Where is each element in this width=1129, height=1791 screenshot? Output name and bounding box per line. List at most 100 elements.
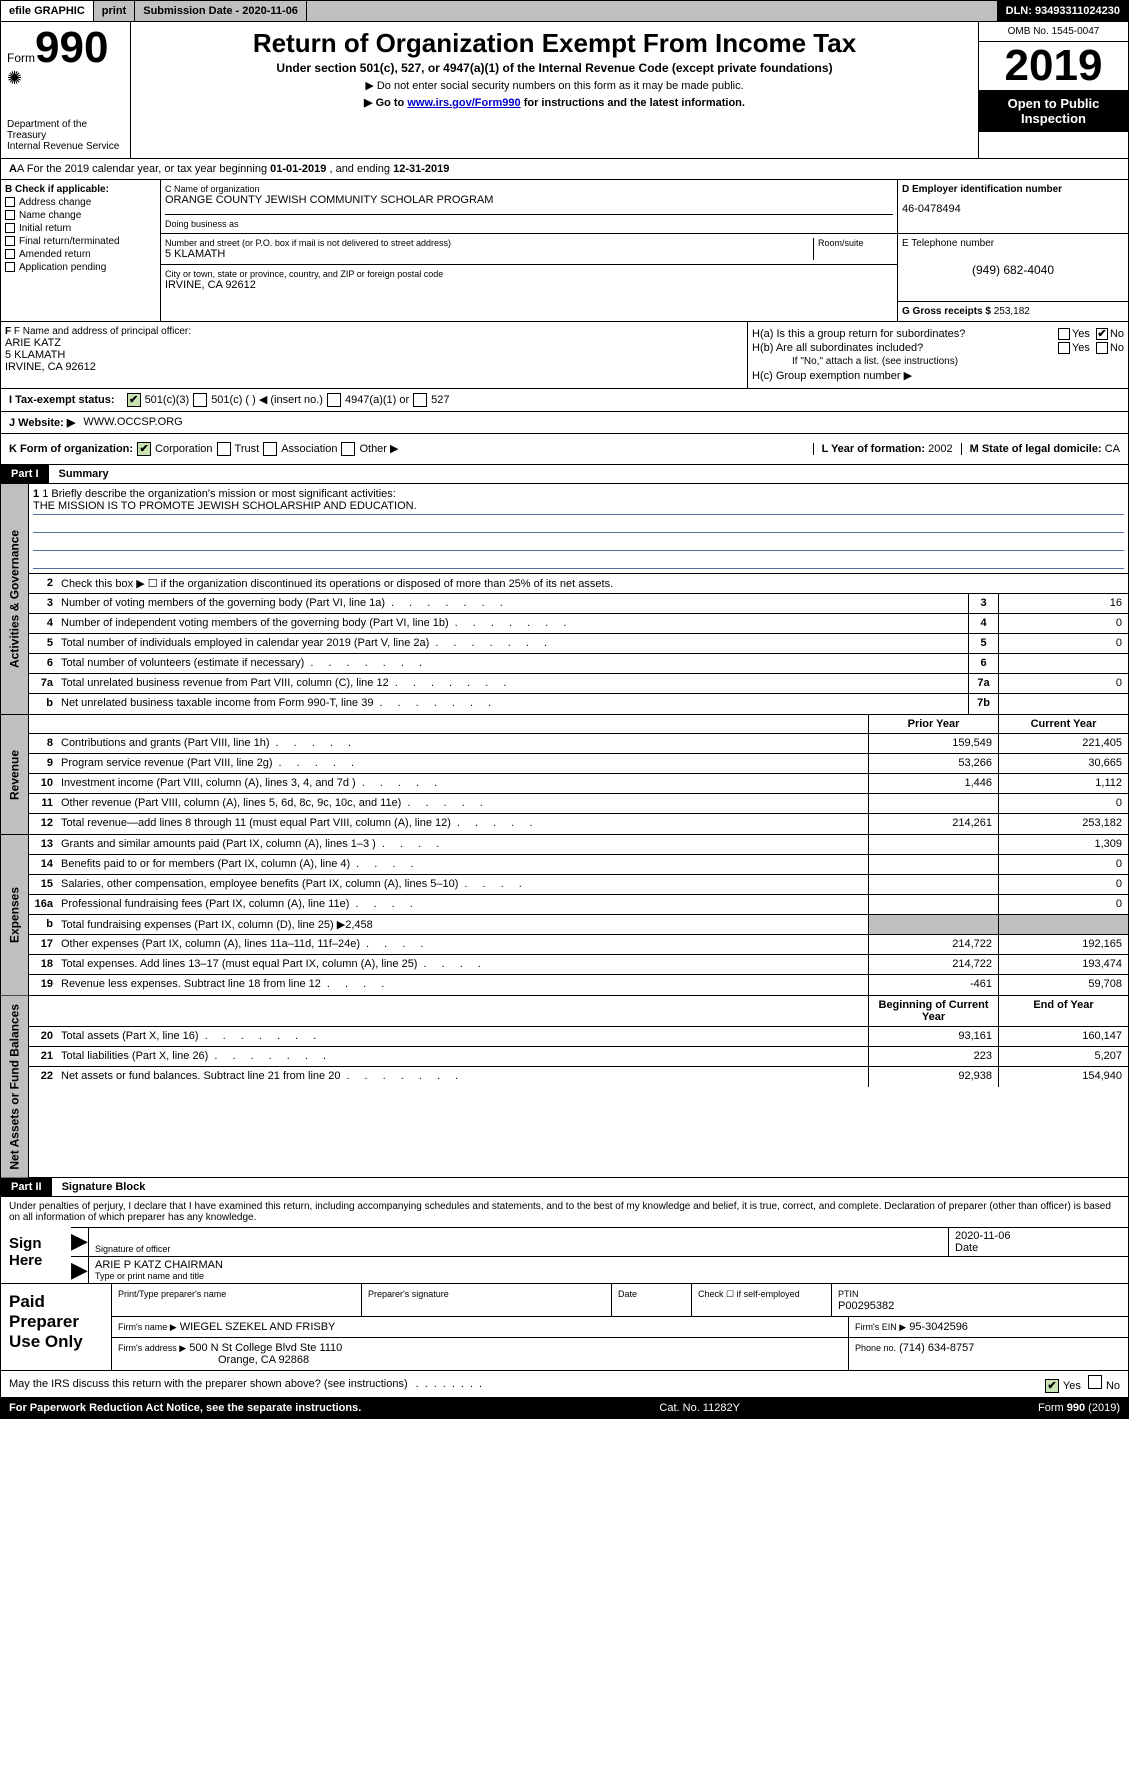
hb-yes[interactable]: Yes: [1058, 342, 1090, 354]
discuss-row: May the IRS discuss this return with the…: [0, 1371, 1129, 1398]
form-header: Form990 ✺ Department of the Treasury Int…: [0, 22, 1129, 159]
column-c-wrap: C Name of organization ORANGE COUNTY JEW…: [161, 180, 1128, 321]
irs-emblem-icon: ✺: [7, 68, 22, 89]
table-row: 14Benefits paid to or for members (Part …: [29, 855, 1128, 875]
row-klm: K Form of organization: ✔Corporation Tru…: [0, 434, 1129, 465]
part1-governance: Activities & Governance 1 1 Briefly desc…: [0, 484, 1129, 715]
mission-text: THE MISSION IS TO PROMOTE JEWISH SCHOLAR…: [33, 500, 1124, 515]
side-revenue: Revenue: [1, 715, 29, 834]
org-name-cell: C Name of organization ORANGE COUNTY JEW…: [161, 180, 898, 233]
net-header: Beginning of Current Year End of Year: [29, 996, 1128, 1027]
part-1-header: Part I Summary: [0, 465, 1129, 484]
efile-label: efile GRAPHIC: [1, 1, 94, 21]
m-state-domicile: M State of legal domicile: CA: [961, 443, 1120, 455]
cb-501c3[interactable]: ✔: [127, 393, 141, 407]
cb-527[interactable]: [413, 393, 427, 407]
table-row: bTotal fundraising expenses (Part IX, co…: [29, 915, 1128, 935]
open-public-badge: Open to Public Inspection: [979, 90, 1128, 132]
declaration-text: Under penalties of perjury, I declare th…: [1, 1197, 1128, 1227]
print-button[interactable]: print: [94, 1, 135, 21]
table-row: 13Grants and similar amounts paid (Part …: [29, 835, 1128, 855]
table-row: 22Net assets or fund balances. Subtract …: [29, 1067, 1128, 1087]
table-row: 9Program service revenue (Part VIII, lin…: [29, 754, 1128, 774]
discuss-no[interactable]: [1088, 1375, 1102, 1389]
cb-association[interactable]: [263, 442, 277, 456]
street-value: 5 KLAMATH: [165, 248, 813, 260]
cb-address-change[interactable]: Address change: [5, 197, 156, 208]
part1-revenue: Revenue Prior Year Current Year 8Contrib…: [0, 715, 1129, 835]
header-left: Form990 ✺ Department of the Treasury Int…: [1, 22, 131, 158]
cb-name-change[interactable]: Name change: [5, 210, 156, 221]
table-row: 15Salaries, other compensation, employee…: [29, 875, 1128, 895]
part1-expenses: Expenses 13Grants and similar amounts pa…: [0, 835, 1129, 996]
table-row: 7aTotal unrelated business revenue from …: [29, 674, 1128, 694]
tax-year: 2019: [979, 42, 1128, 90]
table-row: 17Other expenses (Part IX, column (A), l…: [29, 935, 1128, 955]
form-subtitle: Under section 501(c), 527, or 4947(a)(1)…: [143, 61, 966, 75]
ha-yes[interactable]: Yes: [1058, 328, 1090, 340]
gross-receipts: G Gross receipts $ 253,182: [898, 301, 1128, 321]
city-value: IRVINE, CA 92612: [165, 279, 893, 291]
row-a-tax-year: AA For the 2019 calendar year, or tax ye…: [0, 159, 1129, 180]
table-row: 18Total expenses. Add lines 13–17 (must …: [29, 955, 1128, 975]
section-fh: F F Name and address of principal office…: [0, 322, 1129, 389]
form-note-1: ▶ Do not enter social security numbers o…: [143, 79, 966, 92]
column-b-checkboxes: B Check if applicable: Address change Na…: [1, 180, 161, 321]
form-number: 990: [35, 23, 108, 72]
hb-no[interactable]: No: [1096, 342, 1124, 354]
rev-header: Prior Year Current Year: [29, 715, 1128, 734]
omb-number: OMB No. 1545-0047: [979, 22, 1128, 42]
ein-value: 46-0478494: [902, 203, 1124, 215]
top-action-bar: efile GRAPHIC print Submission Date - 20…: [0, 0, 1129, 22]
row-j-website: J Website: ▶ WWW.OCCSP.ORG: [0, 412, 1129, 434]
cb-final-return[interactable]: Final return/terminated: [5, 236, 156, 247]
form-note-2: ▶ Go to www.irs.gov/Form990 for instruct…: [143, 96, 966, 109]
firm-addr2: Orange, CA 92868: [218, 1354, 309, 1366]
ha-no[interactable]: ✔No: [1096, 328, 1124, 340]
signature-date: 2020-11-06 Date: [948, 1228, 1128, 1256]
cb-trust[interactable]: [217, 442, 231, 456]
cb-amended-return[interactable]: Amended return: [5, 249, 156, 260]
header-center: Return of Organization Exempt From Incom…: [131, 22, 978, 158]
side-netassets: Net Assets or Fund Balances: [1, 996, 29, 1178]
discuss-yes[interactable]: ✔: [1045, 1379, 1059, 1393]
side-expenses: Expenses: [1, 835, 29, 995]
ein-cell: D Employer identification number 46-0478…: [898, 180, 1128, 233]
cb-initial-return[interactable]: Initial return: [5, 223, 156, 234]
firm-phone: (714) 634-8757: [899, 1342, 974, 1354]
table-row: 16aProfessional fundraising fees (Part I…: [29, 895, 1128, 915]
submission-date-button[interactable]: Submission Date - 2020-11-06: [135, 1, 307, 21]
header-right: OMB No. 1545-0047 2019 Open to Public In…: [978, 22, 1128, 158]
principal-officer: F F Name and address of principal office…: [1, 322, 748, 388]
officer-signature-field[interactable]: Signature of officer: [89, 1228, 948, 1256]
part-2-header: Part II Signature Block: [0, 1178, 1129, 1197]
preparer-row-3: Firm's address ▶ 500 N St College Blvd S…: [111, 1338, 1128, 1370]
cb-corporation[interactable]: ✔: [137, 442, 151, 456]
table-row: 4Number of independent voting members of…: [29, 614, 1128, 634]
b-label: B Check if applicable:: [5, 184, 156, 195]
org-name: ORANGE COUNTY JEWISH COMMUNITY SCHOLAR P…: [165, 194, 893, 206]
instructions-link[interactable]: www.irs.gov/Form990: [407, 97, 520, 109]
line-2: 2Check this box ▶ ☐ if the organization …: [29, 574, 1128, 594]
table-row: 3Number of voting members of the governi…: [29, 594, 1128, 614]
l-year-formation: L Year of formation: 2002: [813, 443, 953, 455]
arrow-icon: ▶: [71, 1257, 89, 1283]
table-row: 19Revenue less expenses. Subtract line 1…: [29, 975, 1128, 995]
firm-name: WIEGEL SZEKEL AND FRISBY: [180, 1321, 336, 1333]
cb-501c[interactable]: [193, 393, 207, 407]
table-row: 6Total number of volunteers (estimate if…: [29, 654, 1128, 674]
telephone-value: (949) 682-4040: [898, 259, 1128, 281]
cb-4947[interactable]: [327, 393, 341, 407]
table-row: 21Total liabilities (Part X, line 26). .…: [29, 1047, 1128, 1067]
officer-name-field: ARIE P KATZ CHAIRMAN Type or print name …: [89, 1257, 1128, 1283]
column-eg: E Telephone number (949) 682-4040 G Gros…: [898, 234, 1128, 321]
paid-preparer-label: Paid Preparer Use Only: [1, 1284, 111, 1370]
section-bcd: B Check if applicable: Address change Na…: [0, 180, 1129, 322]
sign-here-label: Sign Here: [1, 1227, 71, 1283]
table-row: 5Total number of individuals employed in…: [29, 634, 1128, 654]
table-row: 10Investment income (Part VIII, column (…: [29, 774, 1128, 794]
cb-other[interactable]: [341, 442, 355, 456]
section-h: H(a) Is this a group return for subordin…: [748, 322, 1128, 388]
cb-application-pending[interactable]: Application pending: [5, 262, 156, 273]
page-footer: For Paperwork Reduction Act Notice, see …: [0, 1398, 1129, 1419]
